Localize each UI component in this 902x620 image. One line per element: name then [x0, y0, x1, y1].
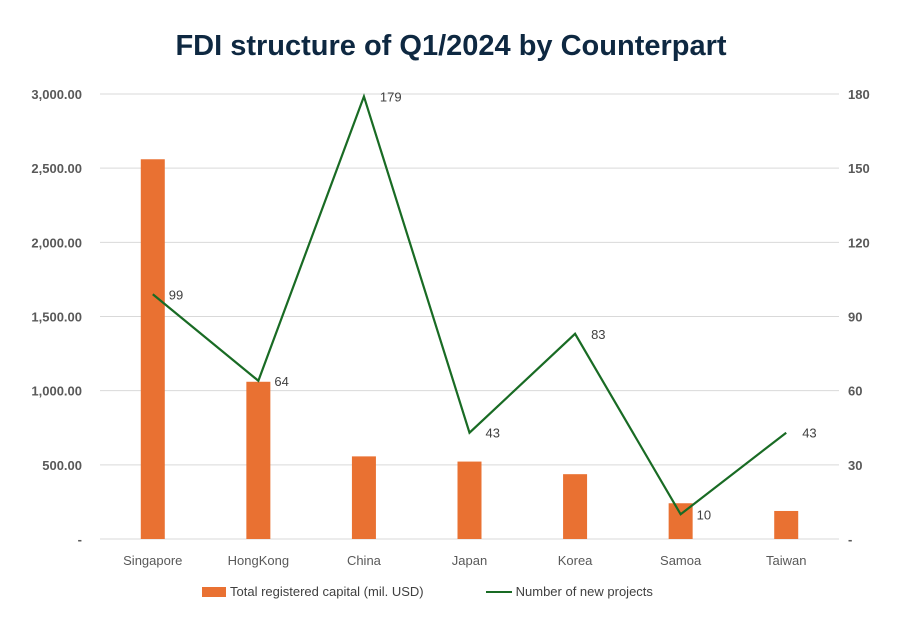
bar-korea: [563, 474, 588, 539]
left-tick-label: 2,500.00: [31, 161, 82, 176]
bar-china: [351, 456, 376, 539]
right-tick-label: 120: [848, 235, 870, 250]
bar-japan: [457, 461, 482, 539]
legend-bar-swatch: [202, 586, 226, 597]
line-new-projects: [152, 93, 787, 516]
data-label: 10: [697, 507, 711, 522]
data-label: 43: [802, 426, 816, 441]
data-label: 99: [169, 287, 183, 302]
right-tick-label: 90: [848, 310, 862, 325]
right-tick-label: -: [848, 532, 852, 547]
chart-title: FDI structure of Q1/2024 by Counterpart: [175, 30, 727, 62]
x-tick-label: Singapore: [123, 553, 182, 568]
right-tick-label: 150: [848, 161, 870, 176]
legend: Total registered capital (mil. USD) Numb…: [202, 584, 653, 599]
left-tick-label: -: [78, 532, 82, 547]
bar-hongkong: [246, 381, 271, 539]
right-tick-label: 180: [848, 87, 870, 102]
left-tick-label: 2,000.00: [31, 235, 82, 250]
legend-line-label: Number of new projects: [515, 584, 653, 599]
x-tick-label: Korea: [558, 553, 593, 568]
left-tick-label: 3,000.00: [31, 87, 82, 102]
right-tick-label: 30: [848, 458, 862, 473]
data-label: 43: [486, 426, 500, 441]
left-tick-label: 1,500.00: [31, 310, 82, 325]
x-tick-label: Japan: [452, 553, 487, 568]
legend-line-swatch: [485, 590, 512, 593]
bar-taiwan: [774, 510, 799, 539]
left-tick-label: 500.00: [42, 458, 82, 473]
left-tick-label: 1,000.00: [31, 384, 82, 399]
data-label: 64: [274, 374, 288, 389]
data-label: 179: [380, 89, 402, 104]
bar-singapore: [140, 159, 165, 539]
x-tick-label: China: [347, 553, 382, 568]
right-tick-label: 60: [848, 384, 862, 399]
x-tick-label: Samoa: [660, 553, 702, 568]
data-label: 83: [591, 327, 605, 342]
x-tick-label: HongKong: [228, 553, 289, 568]
x-tick-label: Taiwan: [766, 553, 806, 568]
legend-bar-label: Total registered capital (mil. USD): [230, 584, 424, 599]
